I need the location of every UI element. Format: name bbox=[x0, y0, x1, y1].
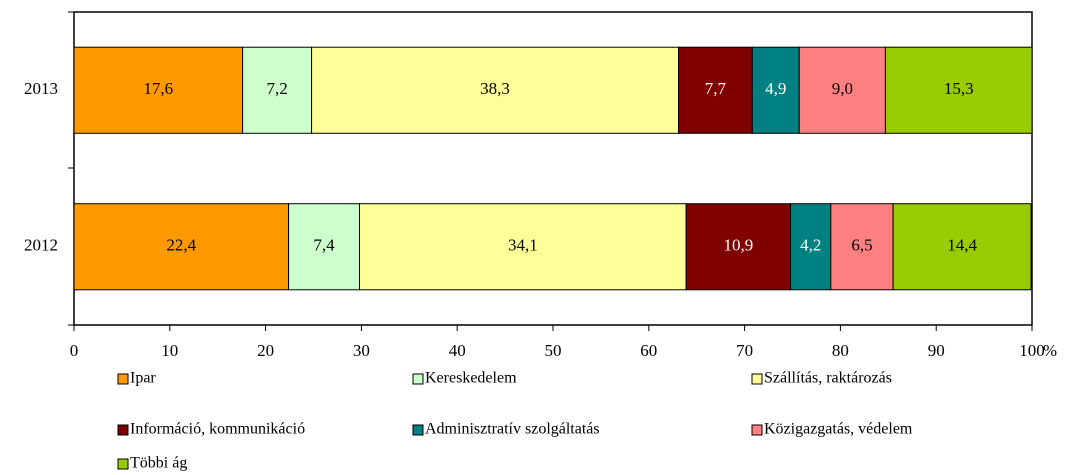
bar-segment bbox=[830, 203, 894, 291]
data-label: 7,4 bbox=[313, 236, 335, 255]
x-tick-label: 70 bbox=[736, 341, 753, 360]
data-label: 38,3 bbox=[480, 79, 510, 98]
data-label: 14,4 bbox=[947, 236, 977, 255]
data-label: 4,9 bbox=[765, 79, 786, 98]
bar-segment bbox=[798, 46, 886, 134]
legend-swatch bbox=[117, 424, 129, 436]
bar-segment bbox=[73, 46, 244, 134]
legend-swatch bbox=[117, 458, 129, 470]
data-label: 7,2 bbox=[266, 79, 287, 98]
x-tick-label: 50 bbox=[545, 341, 562, 360]
bar-segment bbox=[884, 46, 1033, 134]
x-tick-label: 100 bbox=[1019, 341, 1045, 360]
bar-segment bbox=[288, 203, 360, 291]
data-label: 9,0 bbox=[832, 79, 853, 98]
bar-segment bbox=[751, 46, 800, 134]
data-label: 15,3 bbox=[944, 79, 974, 98]
x-tick-label: 10 bbox=[161, 341, 178, 360]
x-tick-label: 60 bbox=[640, 341, 657, 360]
data-label: 17,6 bbox=[143, 79, 173, 98]
bar-segment bbox=[790, 203, 832, 291]
data-label: 7,7 bbox=[705, 79, 727, 98]
data-label: 10,9 bbox=[723, 236, 753, 255]
y-tick-label: 2012 bbox=[24, 236, 58, 255]
bar-segment bbox=[358, 203, 687, 291]
legend-label: Információ, kommunikáció bbox=[130, 421, 305, 438]
legend-label: Adminisztratív szolgáltatás bbox=[425, 421, 600, 438]
legend-swatch bbox=[751, 424, 763, 436]
legend-label: Közigazgatás, védelem bbox=[764, 421, 913, 438]
data-label: 34,1 bbox=[508, 236, 538, 255]
legend-label: Szállítás, raktározás bbox=[764, 370, 892, 387]
legend-swatch bbox=[412, 373, 424, 385]
bar-segment bbox=[892, 203, 1032, 291]
x-tick-label: 40 bbox=[449, 341, 466, 360]
data-label: 6,5 bbox=[851, 236, 872, 255]
bar-segment bbox=[311, 46, 679, 134]
bar-segment bbox=[685, 203, 792, 291]
legend-swatch bbox=[751, 373, 763, 385]
bar-segment bbox=[73, 203, 290, 291]
legend-label: Ipar bbox=[130, 370, 156, 387]
data-label: 22,4 bbox=[166, 236, 196, 255]
legend-swatch bbox=[412, 424, 424, 436]
x-tick-label: 20 bbox=[257, 341, 274, 360]
x-tick-label: 90 bbox=[928, 341, 945, 360]
x-tick-label: 30 bbox=[353, 341, 370, 360]
legend-label: Többi ág bbox=[130, 455, 187, 472]
legend-swatch bbox=[117, 373, 129, 385]
x-tick-label: 0 bbox=[70, 341, 79, 360]
data-label: 4,2 bbox=[800, 236, 821, 255]
x-tick-label: 80 bbox=[832, 341, 849, 360]
x-axis-label: % bbox=[1043, 341, 1057, 360]
bar-segment bbox=[677, 46, 753, 134]
y-tick-label: 2013 bbox=[24, 79, 58, 98]
legend-label: Kereskedelem bbox=[425, 370, 517, 387]
bar-segment bbox=[242, 46, 313, 134]
